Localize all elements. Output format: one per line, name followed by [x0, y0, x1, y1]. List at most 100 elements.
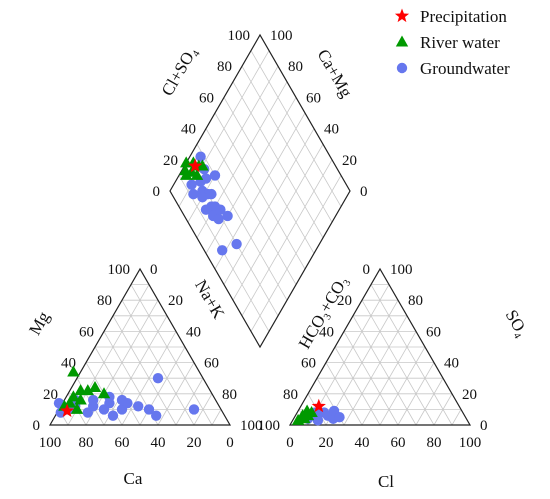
diamond-grid-line — [250, 175, 342, 332]
river-water-cation-point — [67, 390, 80, 402]
river-water-diamond-point — [180, 156, 193, 168]
anion-grid-line — [325, 362, 363, 426]
groundwater-cation-point — [143, 404, 155, 415]
river-water-cation-point — [67, 365, 80, 377]
groundwater-diamond-point — [209, 170, 221, 181]
series-river-water — [58, 156, 318, 425]
river-water-diamond-point — [196, 159, 209, 171]
cl-tick-label: 20 — [319, 435, 334, 451]
river-water-diamond-point — [190, 168, 204, 180]
axis-label-so4: SO₄ — [502, 307, 532, 341]
groundwater-cation-point — [133, 401, 144, 412]
river-water-diamond-point — [180, 168, 193, 180]
cation-grid-line — [103, 315, 168, 426]
legend-label-groundwater: Groundwater — [420, 59, 510, 78]
cation-grid-line — [130, 284, 213, 426]
river-water-anion-point — [291, 413, 305, 425]
cl-tick-label: 60 — [391, 435, 406, 451]
groundwater-diamond-point — [215, 204, 226, 215]
hco3-co3-tick-label: 40 — [319, 324, 334, 340]
diamond-grid-line — [223, 97, 315, 254]
diamond-grid-line — [250, 50, 342, 207]
precipitation-diamond-point — [188, 158, 203, 173]
river-water-cation-point — [97, 387, 111, 399]
diamond-grid-line — [241, 66, 333, 223]
hco3-co3-tick-label: 0 — [363, 262, 371, 278]
diamond-grid-line — [214, 112, 306, 270]
ca-mg-tick-label: 40 — [324, 122, 339, 138]
groundwater-diamond-point — [186, 179, 197, 190]
series-precipitation — [60, 158, 326, 417]
ca-mg-tick-label: 80 — [288, 59, 303, 75]
groundwater-anion-point — [312, 415, 324, 426]
ca-tick-label: 20 — [187, 435, 202, 451]
groundwater-cation-point — [152, 373, 164, 384]
groundwater-diamond-point — [213, 213, 224, 225]
hco3-co3-tick-label: 80 — [283, 387, 298, 403]
ca-tick-label: 40 — [151, 435, 166, 451]
groundwater-diamond-point — [217, 245, 228, 256]
cation-grid-line — [211, 409, 222, 426]
legend-label-river-water: River water — [420, 33, 500, 52]
cation-grid-line — [112, 315, 177, 426]
so4-tick-label: 60 — [426, 324, 441, 340]
cl-so4-tick-label: 80 — [217, 59, 232, 75]
anion-grid-line — [397, 362, 435, 426]
legend: Precipitation River water Groundwater — [394, 7, 510, 78]
cl-tick-label: 100 — [459, 435, 482, 451]
river-water-cation-point — [70, 402, 84, 414]
anion-grid-line — [370, 284, 453, 426]
anion-grid-line — [334, 346, 381, 426]
na-k-tick-label: 80 — [222, 387, 237, 403]
ca-mg-tick-label: 60 — [306, 90, 321, 106]
axis-label-ca: Ca — [124, 469, 143, 488]
axis-label-cl-so4: Cl+SO₄ — [158, 43, 201, 99]
mg-tick-label: 80 — [97, 293, 112, 309]
cation-grid-line — [157, 362, 195, 426]
plot-frames — [48, 33, 472, 426]
legend-marker-precipitation — [394, 8, 410, 23]
mg-tick-label: 100 — [108, 262, 131, 278]
groundwater-cation-point — [151, 410, 162, 421]
cation-grid-line — [94, 346, 141, 426]
so4-tick-label: 100 — [390, 262, 413, 278]
anion-grid-line — [415, 378, 444, 426]
cl-so4-tick-label: 0 — [153, 184, 161, 200]
cation-grid-line — [175, 378, 204, 426]
cl-tick-label: 80 — [427, 435, 442, 451]
cation-triangle-frame — [48, 267, 232, 426]
groundwater-cation-point — [107, 410, 119, 421]
legend-marker-river-water — [395, 35, 409, 47]
ca-mg-tick-label: 100 — [270, 28, 293, 44]
groundwater-diamond-point — [222, 210, 233, 222]
ca-mg-tick-label: 20 — [342, 153, 357, 169]
diamond-grid-line — [232, 144, 324, 301]
groundwater-diamond-point — [197, 192, 208, 203]
ca-mg-tick-label: 0 — [360, 184, 368, 200]
diamond-grid-line — [232, 81, 324, 238]
ca-tick-label: 0 — [226, 435, 234, 451]
diamond-frame — [169, 33, 351, 349]
data-points — [53, 151, 345, 426]
anion-grid-line — [343, 315, 408, 426]
groundwater-anion-point — [334, 412, 345, 423]
axis-label-mg: Mg — [25, 308, 54, 338]
ca-tick-label: 100 — [39, 435, 62, 451]
cl-so4-tick-label: 100 — [228, 28, 251, 44]
precipitation-anion-point — [311, 398, 326, 413]
grid-lines — [58, 50, 462, 426]
cation-grid-line — [193, 393, 213, 426]
cl-so4-tick-label: 40 — [181, 122, 196, 138]
ca-tick-label: 60 — [115, 435, 130, 451]
na-k-tick-label: 60 — [204, 356, 219, 372]
na-k-tick-label: 40 — [186, 324, 201, 340]
legend-marker-groundwater — [396, 62, 408, 74]
cl-so4-tick-label: 20 — [163, 153, 178, 169]
anion-triangle-frame — [288, 267, 472, 426]
groundwater-diamond-point — [231, 238, 242, 250]
cl-tick-label: 40 — [355, 435, 370, 451]
mg-tick-label: 20 — [43, 387, 58, 403]
cl-so4-tick-label: 60 — [199, 90, 214, 106]
hco3-co3-tick-label: 100 — [258, 418, 281, 434]
